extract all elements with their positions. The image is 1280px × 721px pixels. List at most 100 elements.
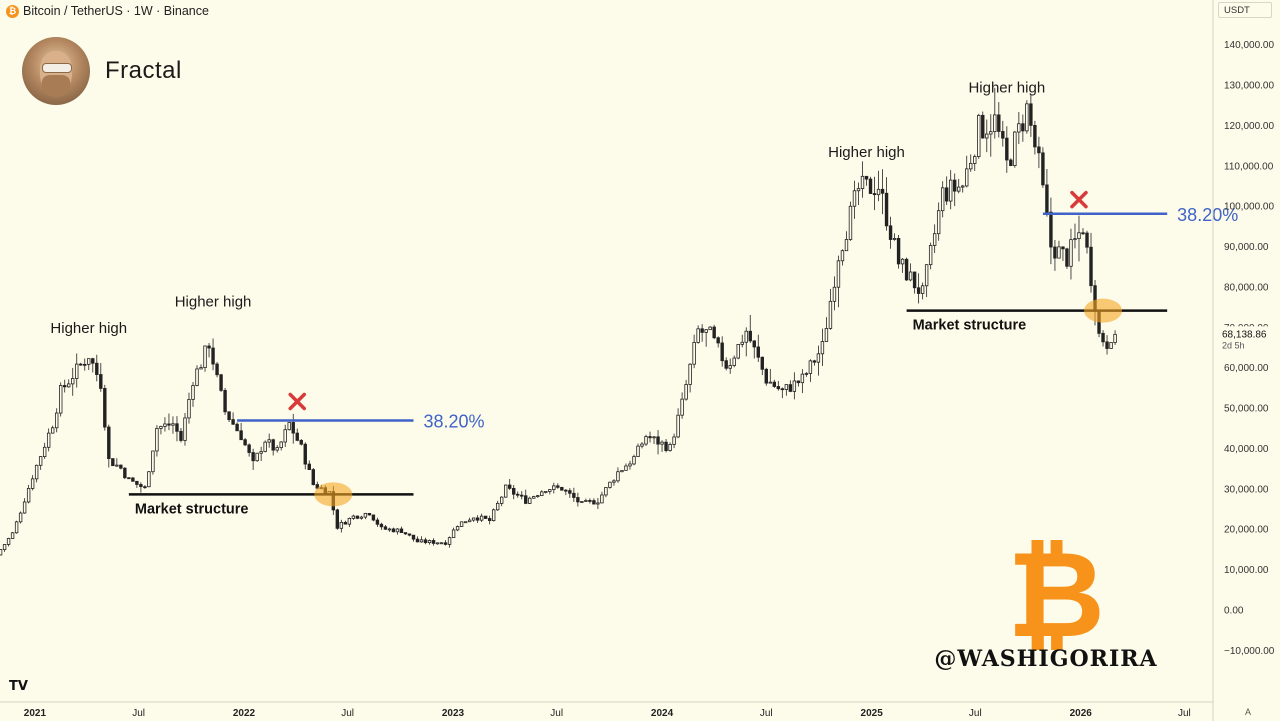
y-tick-label: 50,000.00 [1224,404,1269,415]
candle-body-down [403,532,408,535]
candle-body-down [576,497,580,503]
candle [355,515,360,520]
candle-body-down [107,426,111,460]
candle [1089,232,1093,293]
candle [712,324,716,340]
candle [26,484,31,504]
candle-body-up [67,383,71,388]
candle-body-up [820,341,825,355]
candle [167,413,171,431]
candle-body-up [87,358,91,365]
bitcoin-logo-icon: ₿ [1007,526,1105,665]
candle-body-up [552,485,556,490]
candle-body-up [419,539,424,543]
candle-body-up [584,500,588,502]
candle [50,425,55,434]
candle-body-up [708,326,712,331]
candle-body-down [95,362,99,375]
candle [928,242,933,270]
candle [884,177,889,231]
candle [215,362,219,378]
candle-body-up [989,131,993,135]
candle [672,433,676,449]
candle-body-up [624,465,628,471]
candle [556,483,560,489]
currency-selector[interactable]: USDT [1218,2,1272,18]
candle-body-down [512,487,516,495]
candle-body-up [940,187,945,212]
candle [736,343,740,360]
candle-body-up [692,341,696,365]
candle [335,508,340,530]
candle [111,458,115,467]
drawing-overlays: Market structure Market structure 38.20% 38… [50,80,1238,672]
candle-body-down [1021,123,1025,132]
candle [624,463,628,471]
candle-body-up [46,432,51,448]
annotation-higher-high: Higher high [50,320,127,337]
scale-mode-toggle[interactable]: A [1245,707,1252,717]
time-axis[interactable]: 2021 Jul 2022 Jul 2023 Jul 2024 Jul 2025 Jul 2026 J… [0,701,1213,719]
candle-body-down [1001,131,1005,139]
candle [1001,120,1005,147]
candle-body-up [672,436,676,445]
y-tick-label: 100,000.00 [1224,202,1274,213]
candle-body-up [668,444,672,451]
candle-body-down [981,114,985,139]
candle [495,500,500,511]
candle [403,532,408,535]
candle [548,489,552,495]
candle [612,479,616,486]
candle [572,487,576,502]
candle [271,438,275,456]
candle-body-down [219,374,223,391]
candle [644,434,648,446]
candle-body-up [479,515,484,521]
candle [227,411,231,423]
candle-body-down [375,519,380,525]
y-tick-label: 110,000.00 [1224,161,1274,172]
candle-body-down [812,360,817,363]
tradingview-logo[interactable]: TV [9,679,28,694]
candle-body-down [868,178,873,194]
candle [812,359,817,366]
candle-body-up [1017,123,1021,133]
price-axis[interactable]: 140,000.00 130,000.00 120,000.00 110,000.00… [1212,0,1277,721]
candle [784,384,789,396]
candle [119,464,123,470]
candle [359,515,364,520]
candle-body-down [756,346,760,358]
candle-body-down [179,430,183,441]
candle-body-down [1105,341,1109,349]
candle-body-up [640,443,644,447]
candle-body-up [768,381,772,384]
candle-body-up [688,363,692,385]
candle-body-up [816,353,821,363]
candle [99,363,103,392]
candle [183,412,187,446]
candle [896,235,901,269]
candle [131,476,135,482]
candle-body-up [744,330,748,343]
candle-body-up [644,436,648,445]
candle-body-up [928,245,933,266]
candle-body-up [199,367,203,370]
candle-body-up [632,456,636,465]
candle-body-up [203,345,207,368]
candle-body-up [620,469,624,473]
symbol-header[interactable]: ₿ Bitcoin / TetherUS · 1W · Binance [6,3,209,19]
candle-body-down [916,287,921,294]
candle-body-down [520,494,524,497]
candle-body-up [54,412,59,429]
candle-body-down [391,528,396,533]
candle-body-down [227,411,231,421]
x-tick-label: 2024 [651,708,674,719]
candle [604,487,608,498]
candle [1061,246,1065,261]
candle-body-up [263,441,267,452]
candle-body-up [151,450,155,473]
candle-body-down [560,486,564,491]
symbol-title[interactable]: Bitcoin / TetherUS · 1W · Binance [23,4,209,18]
candle [504,484,508,498]
